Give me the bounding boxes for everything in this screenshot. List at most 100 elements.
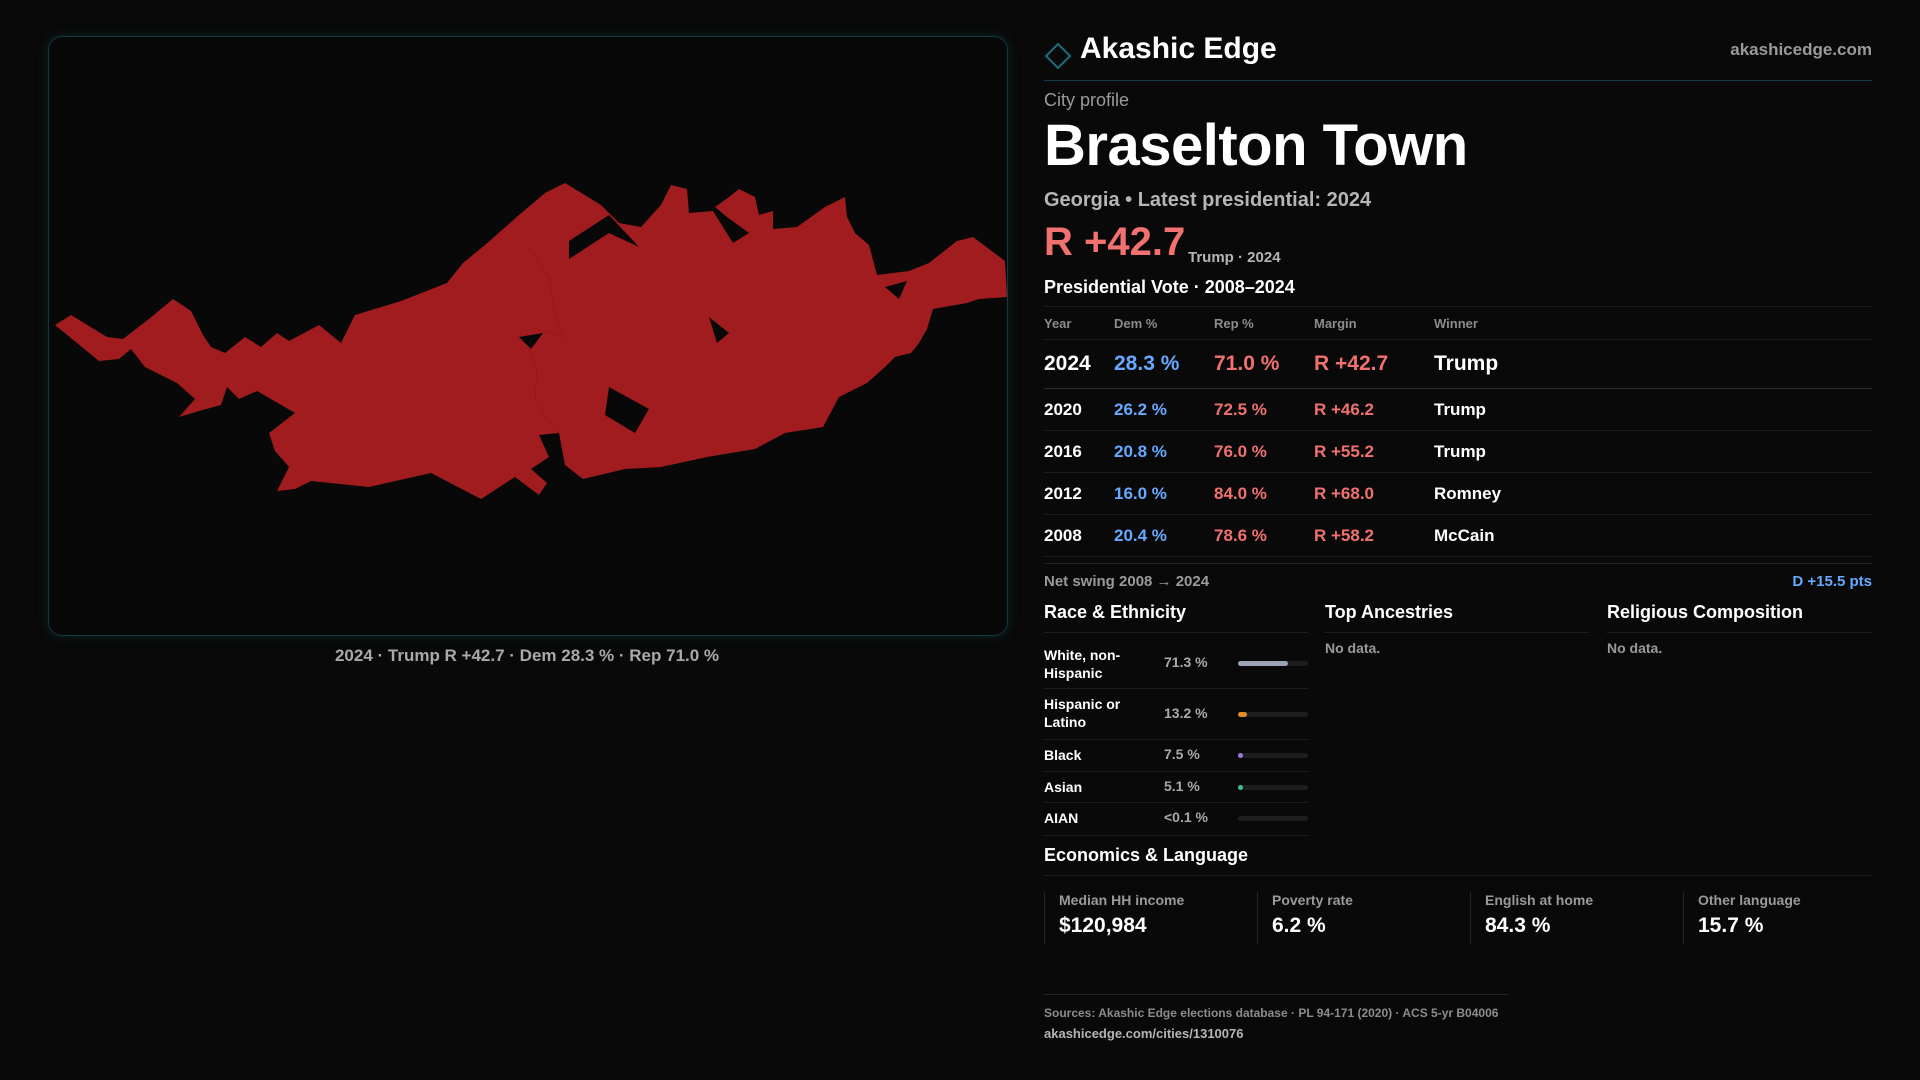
map-caption: 2024 · Trump R +42.7 · Dem 28.3 % · Rep … — [334, 646, 720, 665]
section-divider — [1044, 632, 1308, 633]
rep-cell: 72.5 % — [1214, 388, 1314, 431]
table-row: 2016 20.8 % 76.0 % R +55.2 Trump — [1044, 430, 1872, 473]
margin-cell: R +58.2 — [1314, 514, 1434, 557]
race-bar-track — [1238, 753, 1308, 758]
map-notch — [709, 317, 729, 343]
stat-english-at-home: English at home 84.3 % — [1470, 892, 1683, 944]
race-value: 13.2 % — [1164, 705, 1208, 721]
race-row: Hispanic or Latino 13.2 % — [1044, 689, 1308, 740]
race-label: Hispanic or Latino — [1044, 696, 1121, 730]
race-row: Asian 5.1 % — [1044, 772, 1308, 803]
race-value: 71.3 % — [1164, 654, 1208, 670]
stat-value: 15.7 % — [1698, 914, 1764, 937]
margin-cell: R +46.2 — [1314, 388, 1434, 431]
table-row: 2008 20.4 % 78.6 % R +58.2 McCain — [1044, 514, 1872, 557]
year-cell: 2012 — [1044, 472, 1114, 515]
footer-divider — [1044, 994, 1508, 995]
stat-label: English at home — [1485, 892, 1594, 908]
net-swing-value: D +15.5 pts — [1792, 573, 1872, 590]
winner-cell: Trump — [1434, 339, 1872, 389]
table-header-row: Year Dem % Rep % Margin Winner — [1044, 306, 1872, 340]
map-notch — [605, 387, 649, 433]
stat-poverty-rate: Poverty rate 6.2 % — [1257, 892, 1470, 944]
year-cell: 2024 — [1044, 339, 1114, 389]
race-label: Asian — [1044, 779, 1083, 795]
stat-median-income: Median HH income $120,984 — [1044, 892, 1257, 944]
winner-cell: Romney — [1434, 472, 1872, 515]
column-header: Year — [1044, 306, 1114, 340]
race-bar-track — [1238, 816, 1308, 821]
year-cell: 2008 — [1044, 514, 1114, 557]
town-boundary-shape — [55, 245, 565, 499]
dem-cell: 20.4 % — [1114, 514, 1214, 557]
footer-sources: Sources: Akashic Edge elections database… — [1044, 1006, 1499, 1020]
stat-label: Poverty rate — [1272, 892, 1353, 908]
winner-cell: Trump — [1434, 430, 1872, 473]
stat-other-language: Other language 15.7 % — [1683, 892, 1873, 944]
year-cell: 2020 — [1044, 388, 1114, 431]
table-row: 2024 28.3 % 71.0 % R +42.7 Trump — [1044, 339, 1872, 389]
race-row: Black 7.5 % — [1044, 740, 1308, 772]
section-divider — [1044, 875, 1872, 876]
map-notch — [569, 215, 639, 259]
brand-header: Akashic Edge akashicedge.com — [1044, 30, 1872, 81]
margin-cell: R +55.2 — [1314, 430, 1434, 473]
margin-cell: R +68.0 — [1314, 472, 1434, 515]
presidential-vote-table: Year Dem % Rep % Margin Winner 2024 28.3… — [1044, 306, 1872, 557]
latest-margin: R +42.7 — [1044, 220, 1186, 264]
race-bar-fill — [1238, 785, 1243, 790]
rep-cell: 76.0 % — [1214, 430, 1314, 473]
section-divider — [1325, 632, 1589, 633]
table-row: 2020 26.2 % 72.5 % R +46.2 Trump — [1044, 388, 1872, 431]
map-notch — [519, 333, 543, 349]
race-bar-track — [1238, 661, 1308, 666]
page-title: Braselton Town — [1044, 113, 1468, 178]
brand-name: Akashic Edge — [1080, 32, 1277, 65]
diamond-logo-icon — [1044, 42, 1072, 70]
dem-cell: 28.3 % — [1114, 339, 1214, 389]
ancestries-section-title: Top Ancestries — [1325, 602, 1454, 622]
race-value: 5.1 % — [1164, 778, 1200, 794]
map-notch — [885, 281, 907, 299]
winner-cell: Trump — [1434, 388, 1872, 431]
dem-cell: 20.8 % — [1114, 430, 1214, 473]
net-swing-bar: Net swing 2008 → 2024 D +15.5 pts — [1044, 563, 1872, 600]
town-boundary-shape-east — [485, 183, 1007, 479]
net-swing-label: Net swing 2008 → 2024 — [1044, 573, 1210, 590]
winner-cell: McCain — [1434, 514, 1872, 557]
column-header: Rep % — [1214, 306, 1314, 340]
race-bar-fill — [1238, 661, 1288, 666]
stat-value: 6.2 % — [1272, 914, 1326, 937]
page-subtitle: Georgia • Latest presidential: 2024 — [1044, 189, 1372, 211]
latest-margin-note: Trump · 2024 — [1188, 249, 1281, 266]
race-label: Black — [1044, 747, 1082, 763]
stat-value: $120,984 — [1059, 914, 1147, 937]
ancestries-empty-text: No data. — [1325, 640, 1381, 656]
stat-value: 84.3 % — [1485, 914, 1551, 937]
rep-cell: 71.0 % — [1214, 339, 1314, 389]
rep-cell: 84.0 % — [1214, 472, 1314, 515]
profile-panel: Akashic Edge akashicedge.com City profil… — [1044, 0, 1872, 1080]
column-header: Dem % — [1114, 306, 1214, 340]
dem-cell: 26.2 % — [1114, 388, 1214, 431]
race-row: White, non-Hispanic 71.3 % — [1044, 642, 1308, 689]
footer-city-link[interactable]: akashicedge.com/cities/1310076 — [1044, 1026, 1244, 1041]
table-row: 2012 16.0 % 84.0 % R +68.0 Romney — [1044, 472, 1872, 515]
vote-section-title: Presidential Vote · 2008–2024 — [1044, 277, 1295, 297]
brand-url-link[interactable]: akashicedge.com — [1730, 40, 1872, 59]
race-value: 7.5 % — [1164, 746, 1200, 762]
rep-cell: 78.6 % — [1214, 514, 1314, 557]
race-section-title: Race & Ethnicity — [1044, 602, 1187, 622]
city-map[interactable] — [48, 36, 1008, 636]
section-divider — [1607, 632, 1872, 633]
dem-cell: 16.0 % — [1114, 472, 1214, 515]
race-value: <0.1 % — [1164, 809, 1208, 825]
religion-empty-text: No data. — [1607, 640, 1663, 656]
race-bar-fill — [1238, 753, 1244, 758]
race-label: White, non-Hispanic — [1044, 647, 1121, 681]
year-cell: 2016 — [1044, 430, 1114, 473]
economics-section-title: Economics & Language — [1044, 845, 1249, 865]
page-kicker: City profile — [1044, 90, 1130, 110]
race-row: AIAN <0.1 % — [1044, 803, 1308, 836]
column-header: Margin — [1314, 306, 1434, 340]
